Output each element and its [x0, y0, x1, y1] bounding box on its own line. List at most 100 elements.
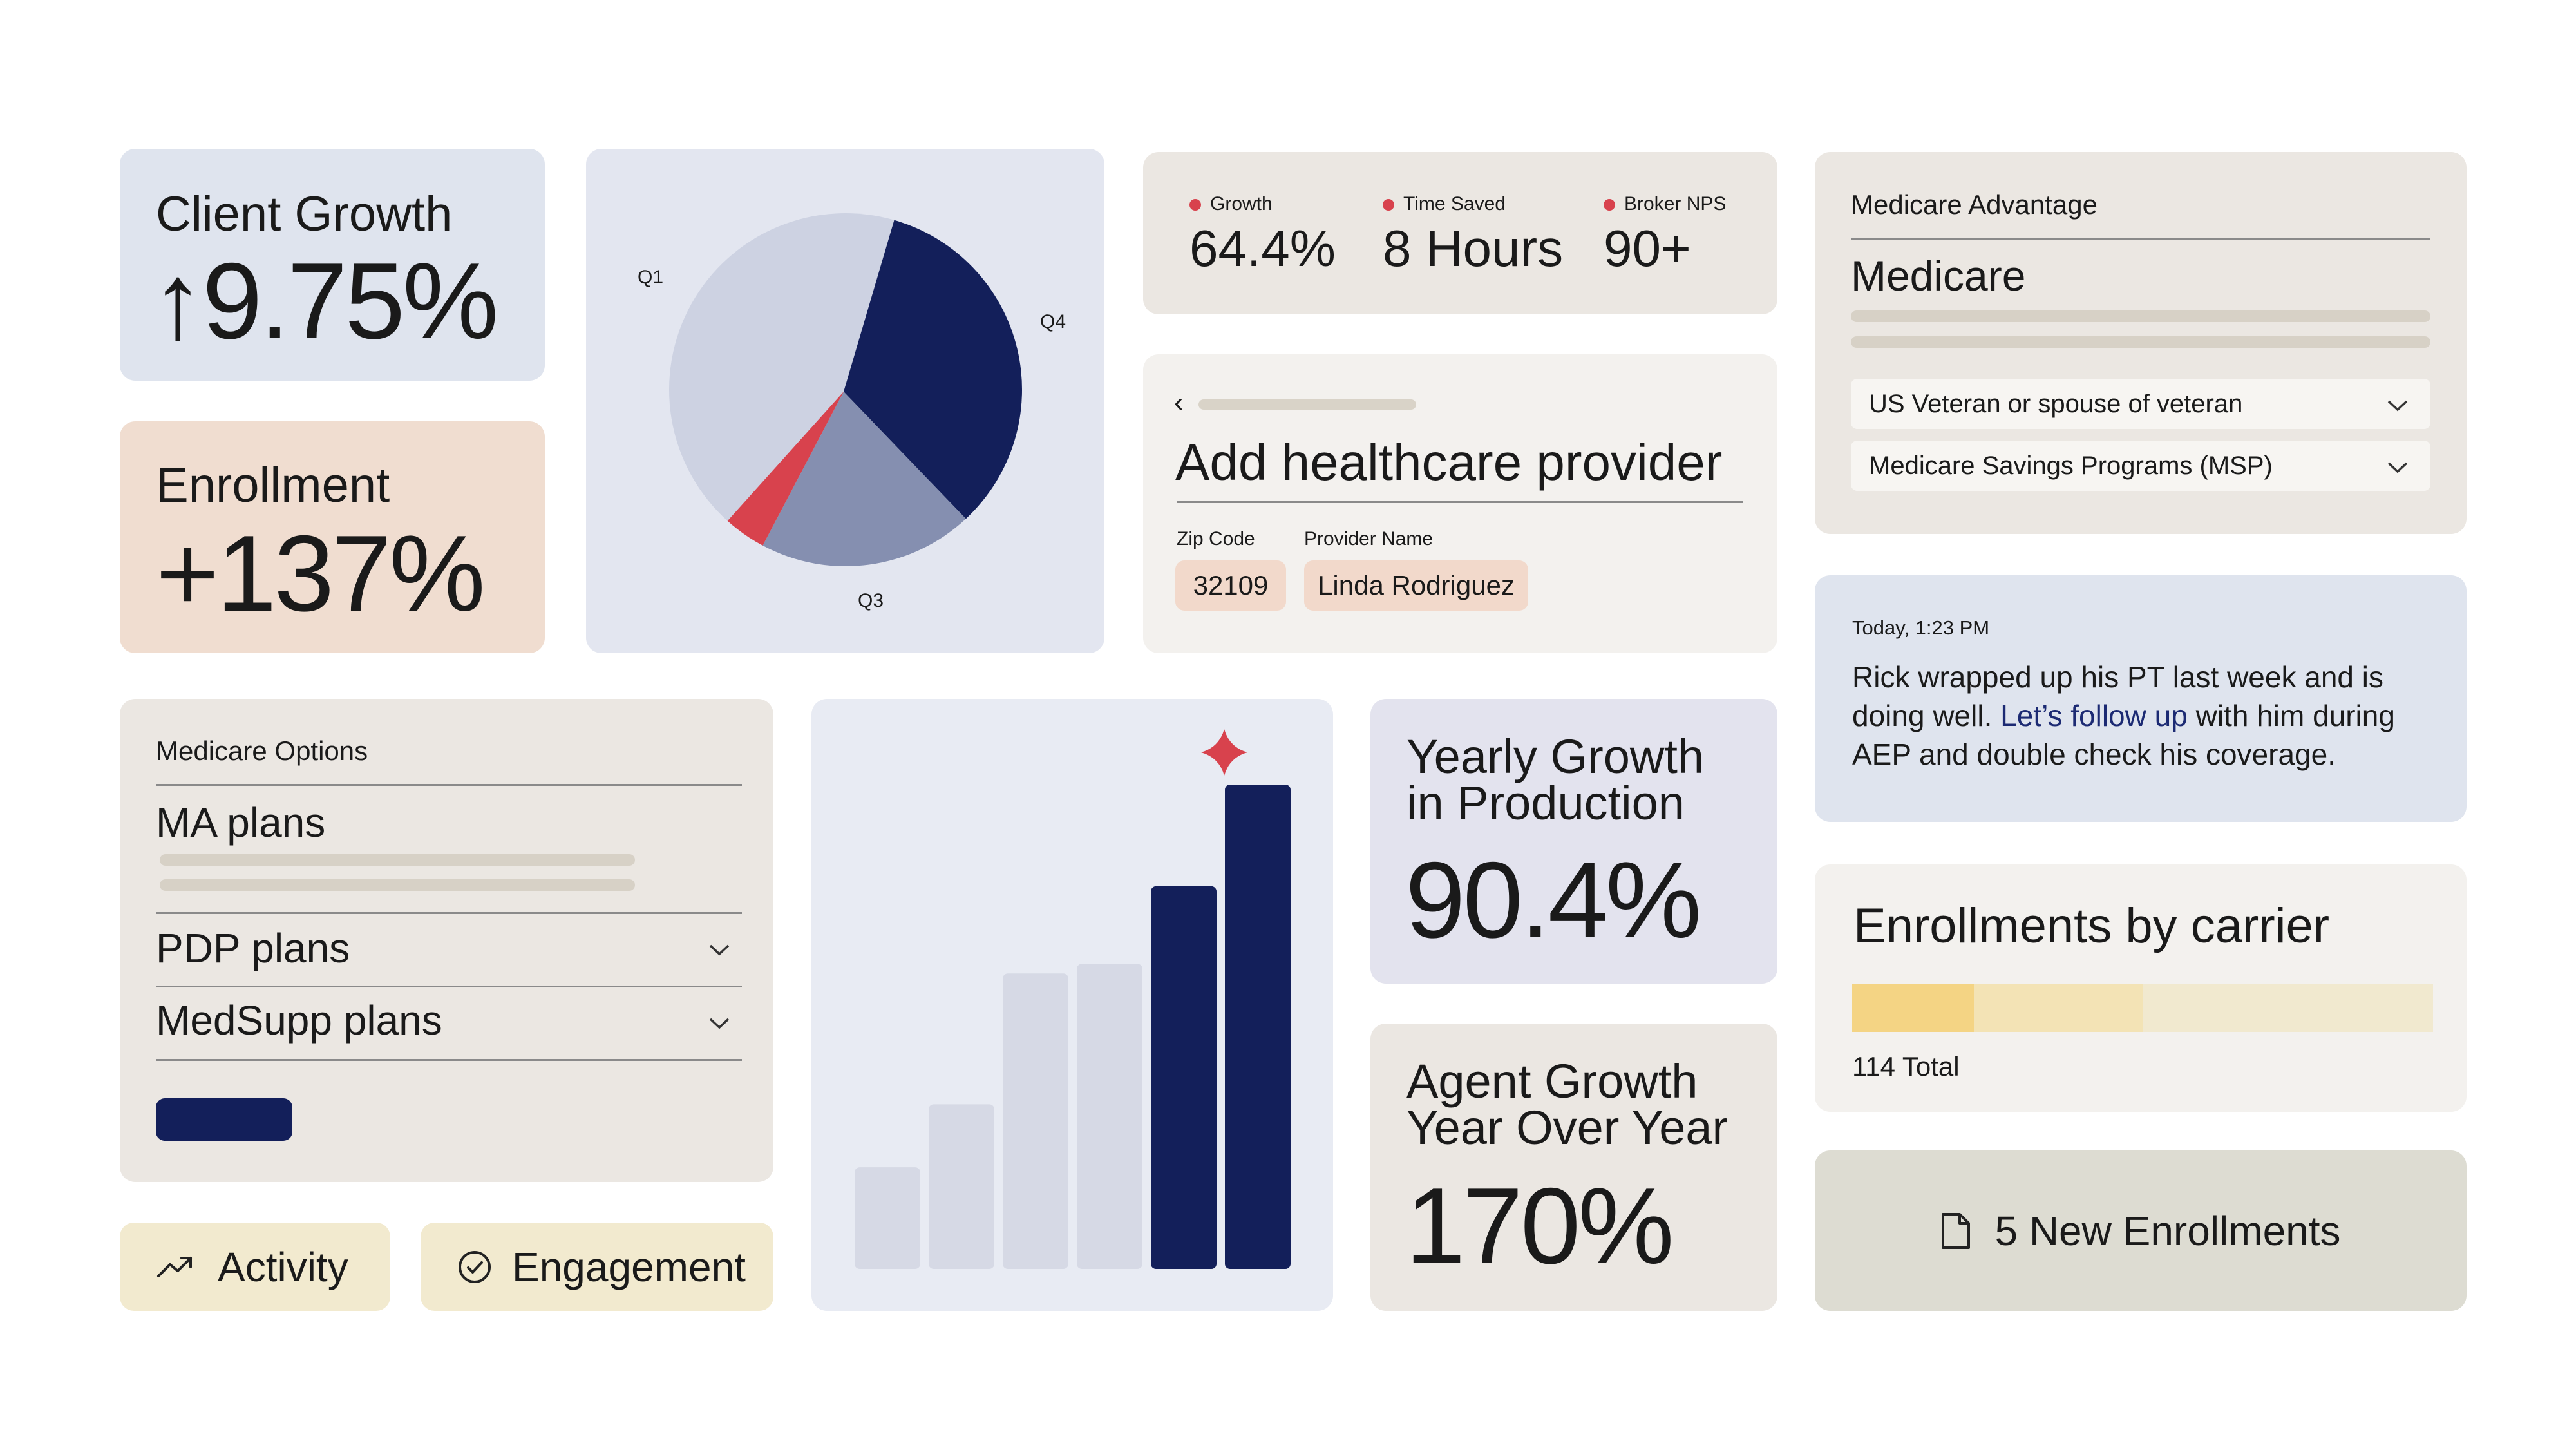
- note-timestamp: Today, 1:23 PM: [1852, 616, 1990, 639]
- text-placeholder: [1851, 336, 2430, 348]
- follow-up-link[interactable]: Let’s follow up: [2000, 699, 2188, 732]
- chevron-down-icon: [2387, 441, 2409, 491]
- note-card: Today, 1:23 PM Rick wrapped up his PT la…: [1815, 575, 2467, 822]
- trending-up-icon: [156, 1254, 194, 1280]
- stat-time-saved-label: Time Saved: [1403, 193, 1506, 215]
- agent-growth-value: 170%: [1405, 1165, 1674, 1286]
- chevron-down-icon: [708, 1017, 730, 1033]
- pie-slice-q4: [844, 220, 1022, 519]
- carrier-segment-2: [1974, 984, 2143, 1032]
- pie-label-q4: Q4: [1040, 311, 1066, 332]
- back-icon[interactable]: ‹: [1174, 386, 1184, 418]
- text-placeholder: [1851, 310, 2430, 322]
- enrollment-value: +137%: [156, 513, 486, 634]
- provider-name-field[interactable]: Linda Rodriguez: [1304, 560, 1528, 611]
- medsupp-plans-label: MedSupp plans: [156, 997, 442, 1044]
- progress-placeholder: [1198, 399, 1416, 410]
- pie-slice-red: [727, 392, 844, 546]
- agent-growth-title-line1: Agent Growth: [1406, 1054, 1698, 1108]
- bar-1: [855, 1167, 920, 1269]
- divider: [1177, 501, 1743, 503]
- stat-time-saved-value: 8 Hours: [1383, 220, 1564, 277]
- enrollment-card: Enrollment +137%: [120, 421, 545, 653]
- medicare-advantage-header: Medicare Advantage: [1851, 189, 2098, 220]
- divider: [156, 986, 742, 987]
- enrollments-by-carrier-card: Enrollments by carrier 114 Total: [1815, 864, 2467, 1112]
- bar-5: [1151, 886, 1217, 1269]
- msp-select-value: Medicare Savings Programs (MSP): [1869, 452, 2273, 480]
- divider: [156, 912, 742, 914]
- document-icon: [1940, 1212, 1971, 1250]
- carrier-segment-1: [1852, 984, 1975, 1032]
- stats-card: Growth 64.4% Time Saved 8 Hours Broker N…: [1143, 152, 1777, 314]
- yearly-growth-title: Yearly Growth in Production: [1406, 730, 1705, 830]
- stat-growth-label: Growth: [1210, 193, 1273, 215]
- divider: [1851, 238, 2430, 240]
- pdp-plans-label: PDP plans: [156, 925, 350, 971]
- medicare-title: Medicare: [1851, 252, 2026, 300]
- veteran-select[interactable]: US Veteran or spouse of veteran: [1851, 379, 2430, 429]
- bar-4: [1077, 964, 1142, 1269]
- stat-broker-nps-value: 90+: [1604, 220, 1691, 277]
- enrollments-by-carrier-title: Enrollments by carrier: [1853, 899, 2330, 953]
- note-text: Rick wrapped up his PT last week and is …: [1852, 658, 2445, 774]
- stat-time-saved: Time Saved 8 Hours: [1383, 193, 1563, 278]
- stat-broker-nps: Broker NPS 90+: [1604, 193, 1726, 278]
- zip-field[interactable]: 32109: [1175, 560, 1286, 611]
- stat-growth: Growth 64.4%: [1189, 193, 1336, 278]
- text-placeholder: [160, 854, 635, 866]
- bar-chart: [855, 729, 1291, 1269]
- pdp-plans-row[interactable]: PDP plans: [156, 924, 742, 989]
- note-text-end: with him during AEP and double check his…: [1852, 699, 2395, 771]
- bar-chart-card: [811, 699, 1333, 1311]
- text-placeholder: [160, 879, 635, 891]
- agent-growth-title-line2: Year Over Year: [1406, 1101, 1728, 1154]
- client-growth-value: ↑9.75%: [151, 240, 498, 361]
- provider-form-card: ‹ Add healthcare provider Zip Code Provi…: [1143, 354, 1777, 653]
- activity-label: Activity: [218, 1243, 348, 1290]
- divider: [156, 784, 742, 786]
- pie-chart: [669, 213, 1022, 566]
- client-growth-title: Client Growth: [156, 187, 453, 242]
- check-circle-icon: [457, 1249, 493, 1285]
- carrier-stacked-bar: [1852, 984, 2433, 1032]
- chevron-down-icon: [2387, 379, 2409, 429]
- agent-growth-title: Agent Growth Year Over Year: [1406, 1054, 1728, 1154]
- submit-button[interactable]: [156, 1098, 292, 1141]
- red-dot-icon: [1383, 199, 1394, 211]
- medsupp-plans-row[interactable]: MedSupp plans: [156, 997, 742, 1061]
- yearly-growth-value: 90.4%: [1405, 839, 1701, 960]
- medicare-advantage-card: Medicare Advantage Medicare US Veteran o…: [1815, 152, 2467, 534]
- carrier-segment-3: [2142, 984, 2433, 1032]
- engagement-label: Engagement: [512, 1243, 746, 1290]
- stat-growth-value: 64.4%: [1189, 220, 1336, 277]
- enrollments-total: 114 Total: [1852, 1051, 1960, 1082]
- agent-growth-card: Agent Growth Year Over Year 170%: [1370, 1024, 1777, 1311]
- note-text-start: Rick wrapped up his PT last week and is …: [1852, 660, 2383, 732]
- bar-6: [1225, 785, 1291, 1269]
- msp-select[interactable]: Medicare Savings Programs (MSP): [1851, 441, 2430, 491]
- pie-slice-q3: [762, 392, 966, 566]
- zip-label: Zip Code: [1177, 528, 1255, 549]
- pie-label-q1: Q1: [638, 267, 664, 288]
- client-growth-card: Client Growth ↑9.75%: [120, 149, 545, 381]
- yearly-growth-title-line2: in Production: [1406, 776, 1685, 830]
- engagement-button[interactable]: Engagement: [421, 1223, 773, 1311]
- yearly-growth-card: Yearly Growth in Production 90.4%: [1370, 699, 1777, 984]
- enrollment-title: Enrollment: [156, 458, 390, 513]
- divider: [156, 1059, 742, 1061]
- bar-2: [929, 1104, 994, 1269]
- ma-plans-label[interactable]: MA plans: [156, 799, 326, 846]
- bar-3: [1003, 973, 1068, 1269]
- form-title: Add healthcare provider: [1175, 434, 1723, 491]
- provider-name-label: Provider Name: [1304, 528, 1434, 549]
- stat-broker-nps-label: Broker NPS: [1624, 193, 1727, 215]
- pie-slice-q1: [669, 213, 895, 521]
- sparkle-icon: [1201, 729, 1247, 776]
- new-enrollments-button[interactable]: 5 New Enrollments: [1815, 1150, 2467, 1311]
- red-dot-icon: [1189, 199, 1201, 211]
- pie-chart-card: Q1 Q4 Q3: [586, 149, 1104, 653]
- yearly-growth-title-line1: Yearly Growth: [1406, 730, 1705, 783]
- activity-button[interactable]: Activity: [120, 1223, 390, 1311]
- medicare-options-card: Medicare Options MA plans PDP plans MedS…: [120, 699, 773, 1182]
